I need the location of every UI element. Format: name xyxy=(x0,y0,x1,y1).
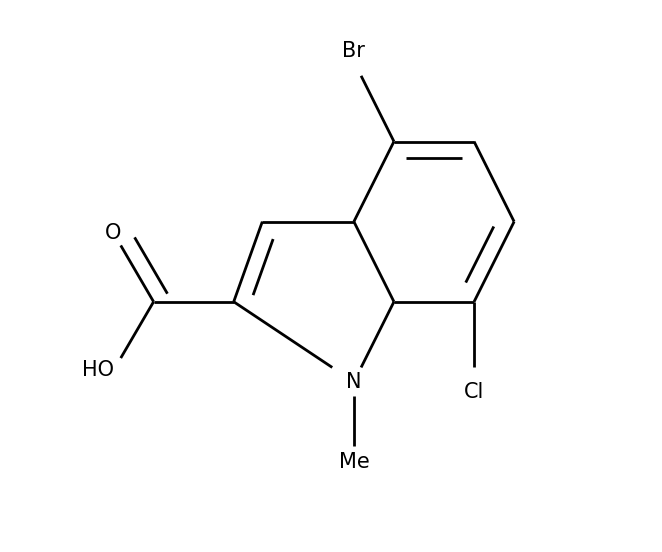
Text: HO: HO xyxy=(81,360,114,380)
Text: Cl: Cl xyxy=(464,382,485,402)
Text: Br: Br xyxy=(342,41,365,61)
Text: Me: Me xyxy=(338,452,369,472)
Text: O: O xyxy=(105,223,122,243)
Text: N: N xyxy=(346,372,361,392)
